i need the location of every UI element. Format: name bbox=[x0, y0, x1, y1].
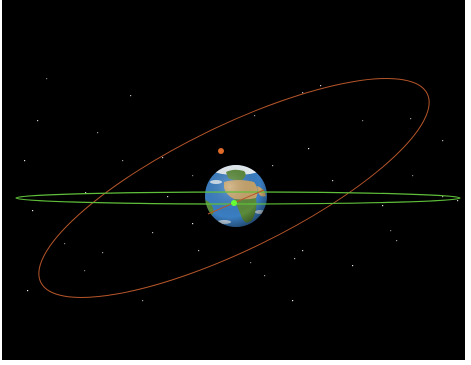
star bbox=[272, 165, 274, 167]
star bbox=[390, 230, 392, 232]
star bbox=[250, 262, 252, 264]
star bbox=[294, 258, 296, 260]
star bbox=[46, 78, 48, 80]
star bbox=[85, 192, 87, 194]
star bbox=[254, 115, 256, 117]
star bbox=[396, 240, 398, 242]
star bbox=[442, 140, 444, 142]
equatorial-orbit-path bbox=[15, 191, 461, 205]
star bbox=[352, 265, 354, 267]
starfield bbox=[24, 78, 459, 302]
star bbox=[320, 85, 322, 87]
orbit-scene[interactable] bbox=[2, 0, 465, 360]
star bbox=[27, 290, 29, 292]
star bbox=[292, 300, 294, 302]
star bbox=[382, 205, 384, 207]
satellite-orange-marker[interactable] bbox=[218, 148, 224, 154]
star bbox=[84, 270, 86, 272]
star bbox=[102, 252, 104, 254]
star bbox=[362, 120, 364, 122]
star bbox=[122, 160, 124, 162]
star bbox=[97, 132, 99, 134]
3d-scene-viewport[interactable] bbox=[2, 0, 465, 360]
star bbox=[302, 92, 304, 94]
star bbox=[302, 250, 304, 252]
star bbox=[64, 243, 66, 245]
star bbox=[162, 157, 164, 159]
star bbox=[412, 175, 414, 177]
star bbox=[457, 200, 459, 202]
earth-globe-icon bbox=[205, 165, 267, 227]
star bbox=[192, 223, 194, 225]
star bbox=[410, 118, 412, 120]
inclined-orbit-path bbox=[38, 78, 430, 298]
star bbox=[167, 196, 169, 198]
star bbox=[198, 250, 200, 252]
star bbox=[442, 196, 444, 198]
star bbox=[24, 160, 26, 162]
star bbox=[130, 95, 132, 97]
star bbox=[308, 148, 310, 150]
satellite-green-marker[interactable] bbox=[231, 200, 237, 206]
star bbox=[152, 232, 154, 234]
star bbox=[332, 180, 334, 182]
star bbox=[142, 300, 144, 302]
star bbox=[37, 120, 39, 122]
star bbox=[264, 275, 266, 277]
star bbox=[32, 210, 34, 212]
star bbox=[192, 175, 194, 177]
